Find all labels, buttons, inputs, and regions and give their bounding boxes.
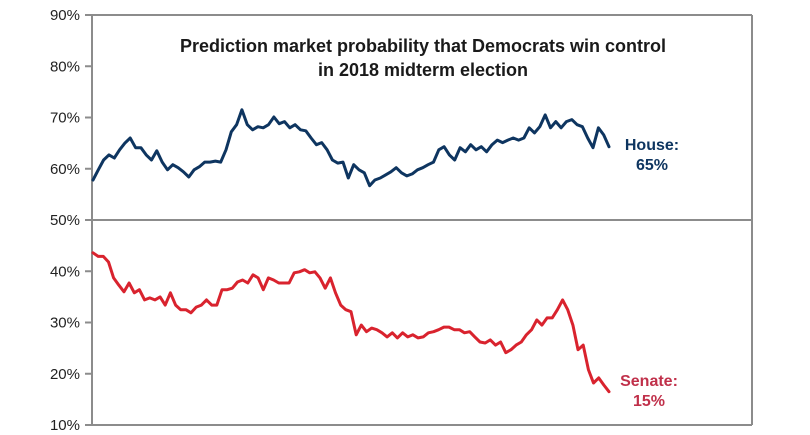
house-y-tick-label: 50% — [50, 212, 80, 229]
chart-title-line-2: in 2018 midterm election — [318, 60, 528, 80]
house-series-line — [91, 108, 611, 188]
house-y-tick-label: 80% — [50, 58, 80, 75]
senate-y-tick-label: 20% — [50, 366, 80, 383]
senate-series-line — [91, 251, 611, 394]
house-y-tick-label: 60% — [50, 161, 80, 178]
house-annotation-value: 65% — [636, 157, 668, 174]
senate-y-axis: 40% 30% 20% 10% — [50, 263, 92, 434]
chart-title-line-1: Prediction market probability that Democ… — [180, 36, 666, 56]
senate-y-tick-label: 10% — [50, 417, 80, 434]
house-annotation-label: House: — [625, 137, 679, 154]
senate-annotation-label: Senate: — [620, 373, 678, 390]
house-y-tick-label: 90% — [50, 7, 80, 24]
chart-frame — [85, 14, 753, 426]
senate-y-tick-label: 30% — [50, 315, 80, 332]
senate-y-tick-label: 40% — [50, 263, 80, 280]
house-y-tick-label: 70% — [50, 110, 80, 127]
senate-annotation-value: 15% — [633, 393, 665, 410]
house-y-axis: 90% 80% 70% 60% 50% — [50, 7, 92, 229]
